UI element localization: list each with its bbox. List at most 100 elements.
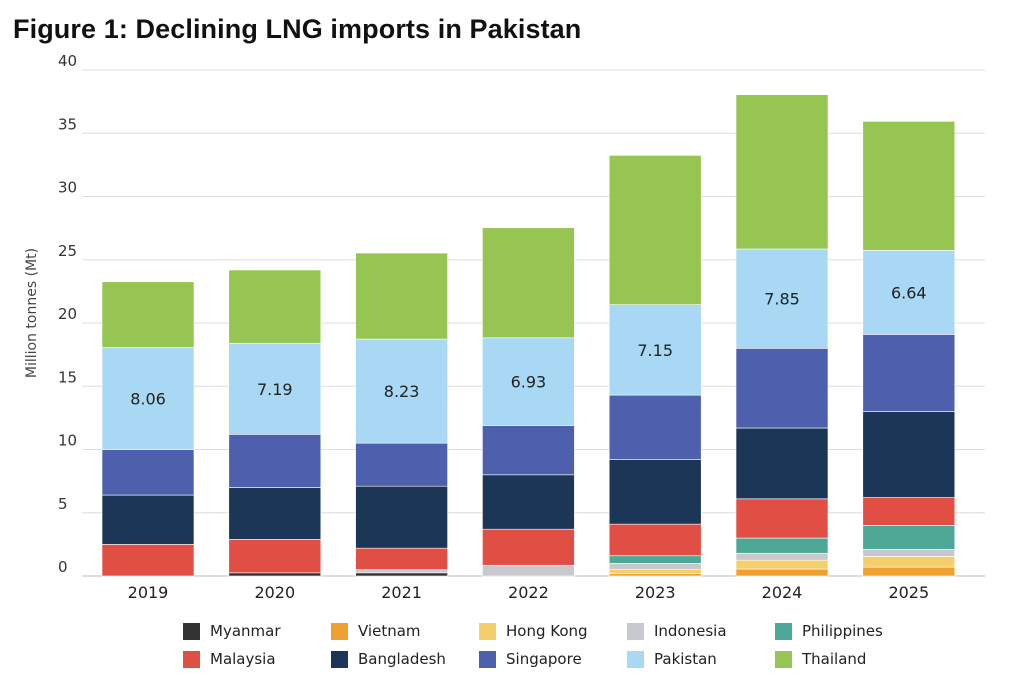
legend-item: Thailand [775,650,923,668]
bar-segment-singapore [228,434,322,488]
bar-segment-philippines [735,537,829,554]
x-tick-label: 2020 [254,583,295,602]
bar-segment-thailand [482,227,575,339]
y-axis-ticks: 0 5 10 15 20 25 30 35 40 [58,52,77,576]
legend-label: Singapore [506,650,582,668]
legend-swatch [331,622,348,640]
legend-swatch [331,650,348,668]
y-tick-label: 15 [58,368,77,386]
bar-segment-malaysia [482,528,575,566]
bar-segment-malaysia [608,523,702,557]
bar-segment-philippines [608,555,702,564]
bar-segment-singapore [862,334,956,412]
bars [101,94,956,577]
bar-segment-indonesia [482,564,575,577]
legend-item: Myanmar [183,622,331,640]
y-tick-label: 25 [58,242,77,260]
y-tick-label: 35 [58,115,77,133]
data-label: 8.23 [384,382,420,401]
bar-segment-thailand [735,94,829,250]
data-label: 7.15 [637,341,673,360]
bar-segment-bangladesh [735,427,829,500]
legend-row: Malaysia Bangladesh Singapore Pakistan Thail… [183,645,943,673]
y-tick-label: 30 [58,179,77,197]
legend-label: Indonesia [654,622,727,640]
x-tick-label: 2023 [635,583,676,602]
bar-segment-indonesia [608,563,702,570]
legend-label: Myanmar [210,622,281,640]
y-tick-label: 10 [58,432,77,450]
legend-label: Hong Kong [506,622,588,640]
bar-segment-malaysia [862,497,956,526]
bar-segment-vietnam [608,573,702,577]
bar-segment-singapore [608,394,702,460]
bar-segment-bangladesh [482,474,575,530]
bar-segment-malaysia [228,539,322,574]
x-tick-label: 2021 [381,583,422,602]
legend-label: Thailand [802,650,867,668]
bar-segment-myanmar [355,572,448,577]
legend-item: Vietnam [331,622,479,640]
legend-swatch [627,650,644,668]
legend: Myanmar Vietnam Hong Kong Indonesia Philippi… [183,617,943,673]
bar-segment-singapore [355,442,448,487]
data-labels: 8.06 7.19 8.23 6.93 7.15 7.85 6.64 [130,283,926,408]
bar-segment-vietnam [862,566,956,577]
bar-segment-bangladesh [355,485,448,549]
bar-segment-thailand [862,121,956,251]
legend-swatch [183,650,200,668]
bar-segment-hong-kong [608,569,702,574]
bar-segment-bangladesh [101,494,195,545]
bar-segment-indonesia [735,552,829,561]
chart-area: 0 5 10 15 20 25 30 35 40 Million tonnes (Mt) 8.0… [24,52,985,602]
legend-item: Bangladesh [331,650,479,668]
bar-segment-philippines [862,525,956,550]
y-tick-label: 20 [58,305,77,323]
data-label: 6.93 [511,373,547,392]
legend-swatch [479,650,496,668]
data-label: 7.19 [257,380,293,399]
bar-segment-thailand [608,155,702,305]
y-tick-label: 40 [58,52,77,70]
legend-swatch [479,622,496,640]
data-label: 8.06 [130,390,166,409]
bar-segment-thailand [228,269,322,344]
chart-title: Figure 1: Declining LNG imports in Pakis… [13,14,582,44]
bar-segment-indonesia [862,549,956,557]
bar-segment-myanmar [228,572,322,577]
data-label: 6.64 [891,283,927,302]
bar-segment-bangladesh [228,487,322,540]
bar-segment-malaysia [101,544,195,577]
legend-label: Pakistan [654,650,717,668]
bar-segment-hong-kong [862,556,956,568]
bar-segment-pakistan [862,250,956,335]
bar-segment-malaysia [355,547,448,570]
legend-label: Philippines [802,622,883,640]
y-tick-label: 5 [58,495,68,513]
x-tick-label: 2024 [762,583,803,602]
bar-segment-pakistan [608,304,702,396]
legend-label: Malaysia [210,650,276,668]
bar-segment-singapore [482,425,575,476]
bar-segment-singapore [101,449,195,496]
legend-swatch [183,622,200,640]
bar-segment-singapore [735,347,829,429]
bar-segment-hong-kong [735,559,829,570]
legend-item: Indonesia [627,622,775,640]
x-tick-label: 2022 [508,583,549,602]
legend-swatch [775,650,792,668]
legend-label: Vietnam [358,622,421,640]
legend-swatch [627,622,644,640]
bar-segment-pakistan [101,347,195,450]
bar-segment-indonesia [355,569,448,574]
bar-segment-pakistan [228,343,322,435]
legend-item: Philippines [775,622,923,640]
bar-segment-bangladesh [862,411,956,498]
data-label: 7.85 [764,290,800,309]
y-axis-label: Million tonnes (Mt) [24,248,40,378]
y-tick-label: 0 [58,558,68,576]
bar-segment-thailand [101,281,195,348]
bar-segment-pakistan [735,248,829,349]
legend-swatch [775,622,792,640]
legend-item: Pakistan [627,650,775,668]
